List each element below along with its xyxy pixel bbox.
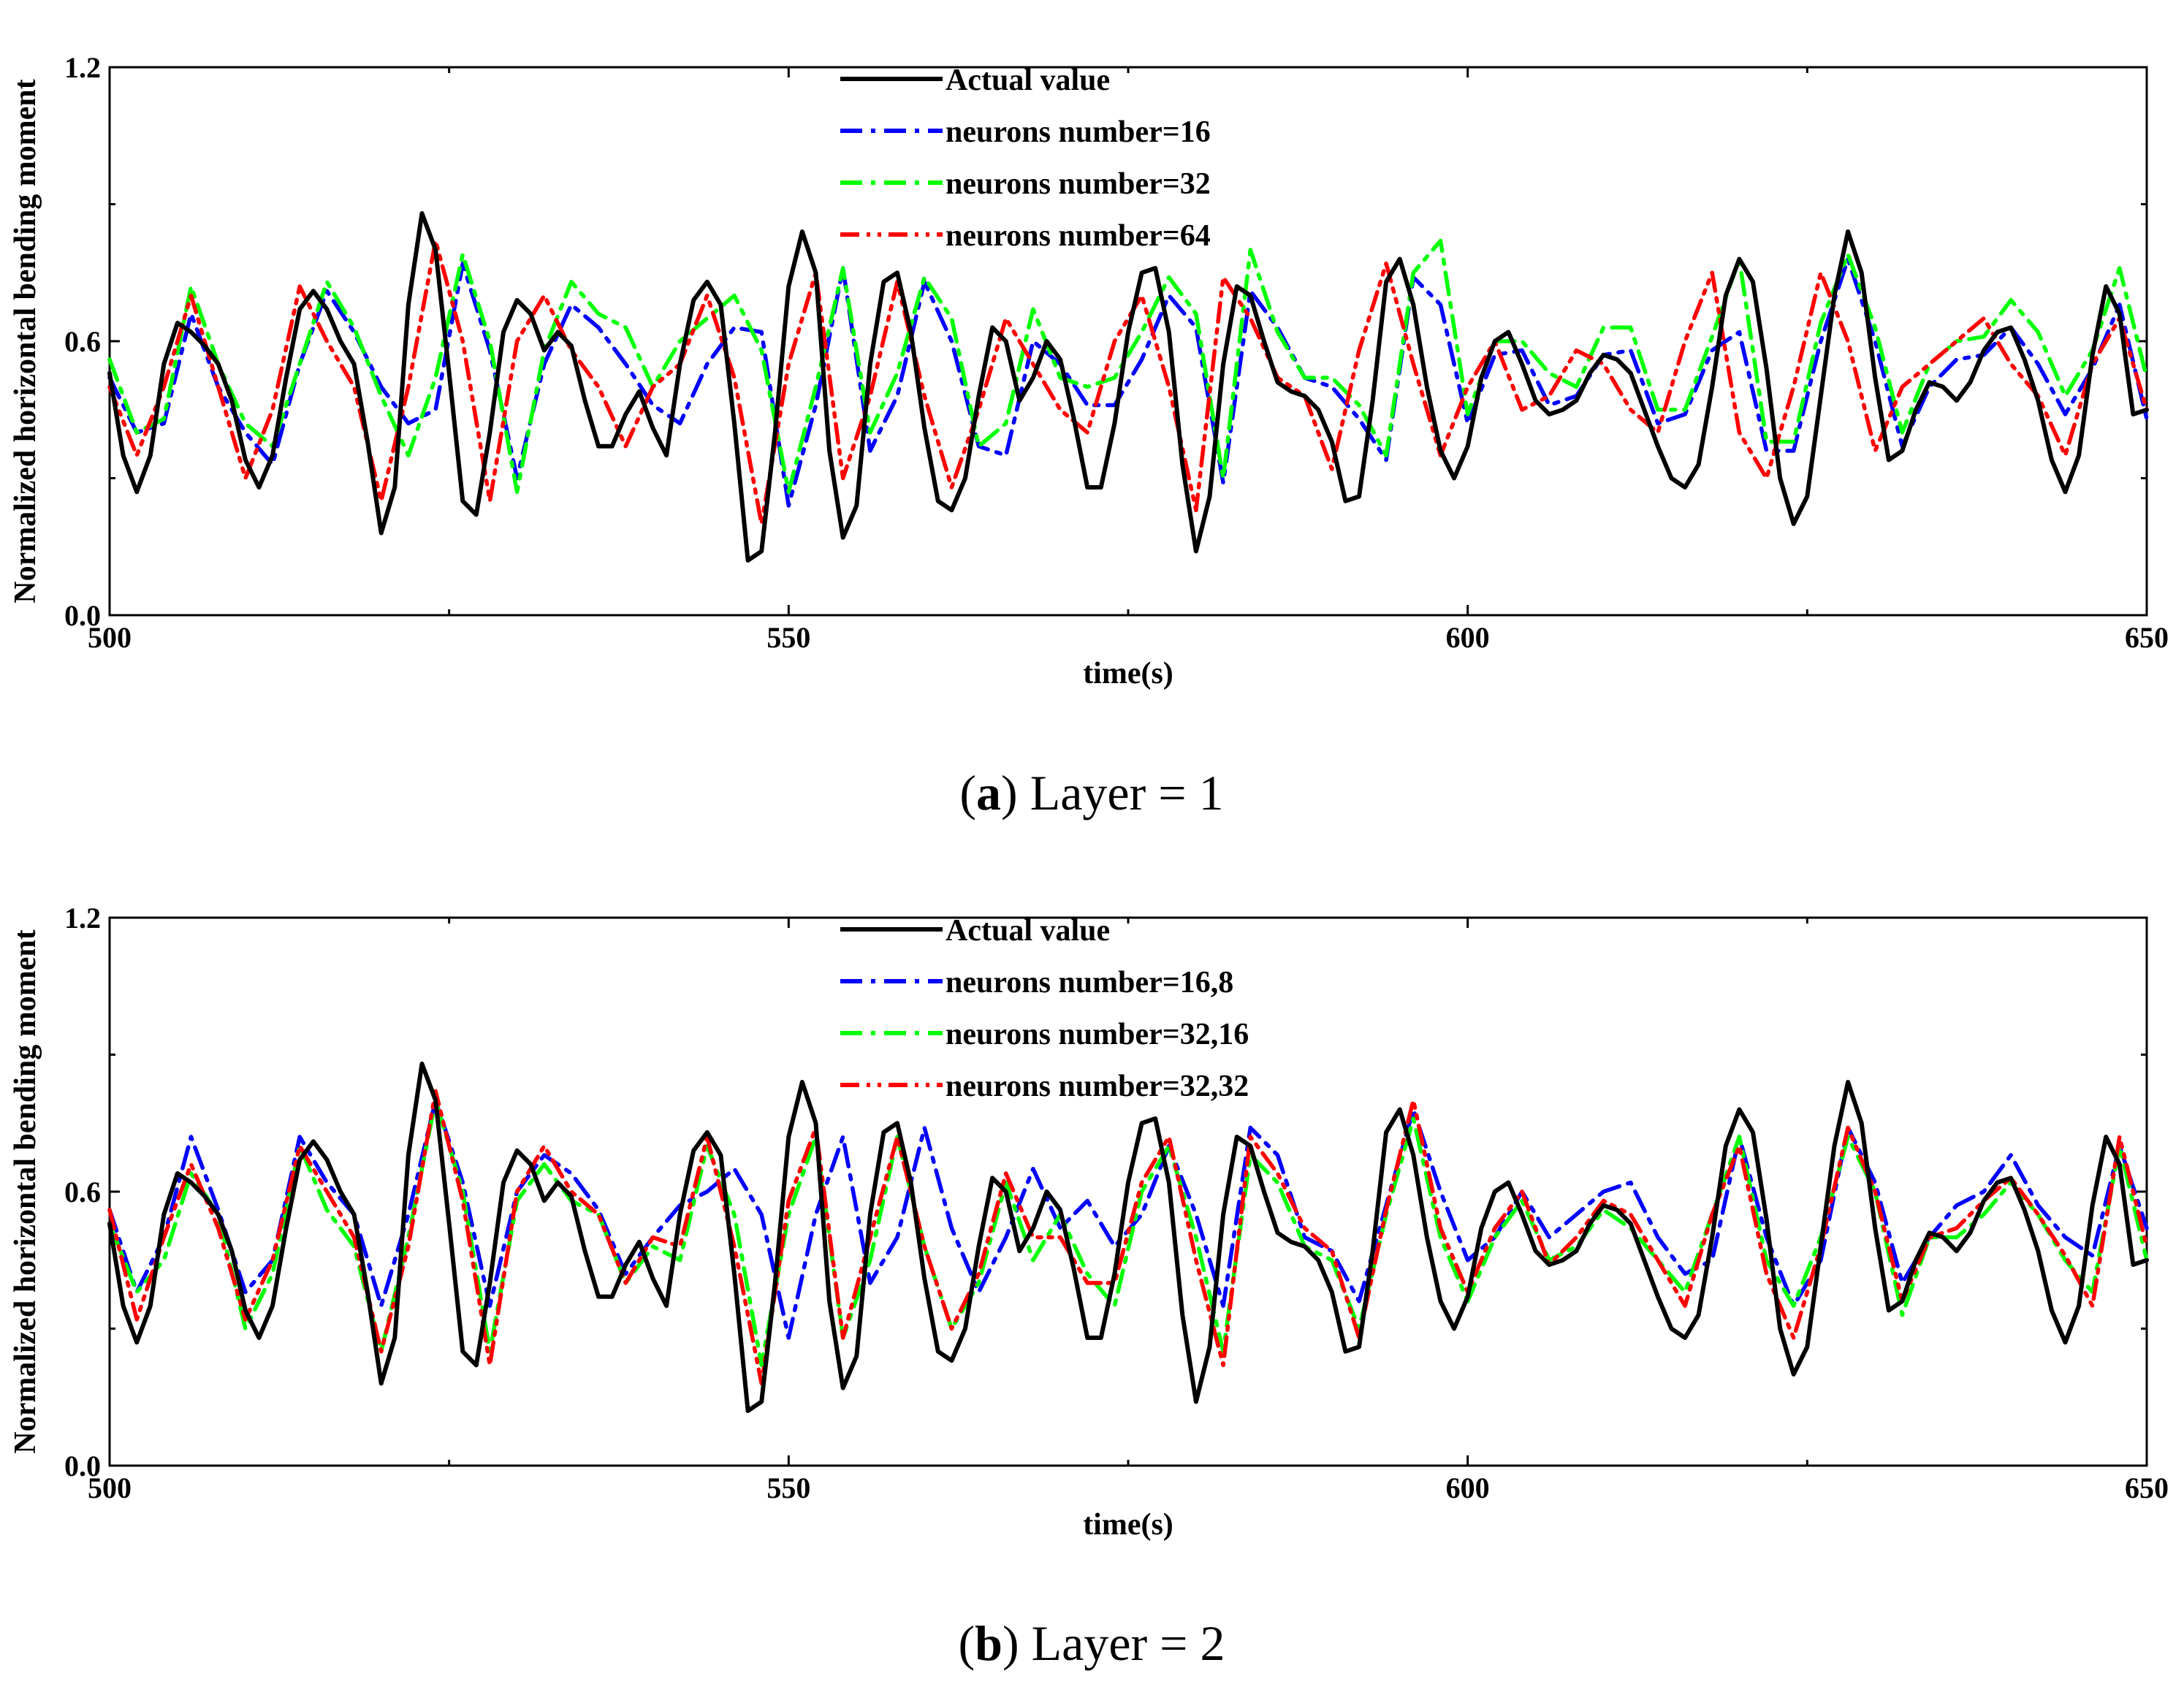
y-tick-label: 0.6 xyxy=(64,1176,101,1208)
panel-caption: (a) Layer = 1 xyxy=(959,765,1223,820)
caption-text: Layer = 2 xyxy=(1032,1615,1225,1671)
series-line xyxy=(107,256,2149,508)
series-line xyxy=(107,1062,2149,1413)
x-tick-label: 650 xyxy=(2125,621,2169,654)
y-tick-label: 0.0 xyxy=(64,1450,101,1482)
tick-labels: 500 550 600 650 0.0 0.6 1.2 xyxy=(64,51,2169,654)
chart-panel-b: 500 550 600 650 0.0 0.6 1.2 time(s) Normalized… xyxy=(9,902,2169,1671)
caption-open-paren: ( xyxy=(958,1615,975,1671)
caption-letter: a xyxy=(976,765,1001,820)
y-tick-label: 0.0 xyxy=(64,599,101,632)
caption-open-paren: ( xyxy=(959,765,976,820)
caption-close-paren: ) xyxy=(1001,765,1030,820)
y-tick-label: 1.2 xyxy=(64,51,101,84)
legend-label: neurons number=32,32 xyxy=(945,1070,1249,1103)
legend: Actual value neurons number=16,8 neurons n… xyxy=(840,914,1249,1103)
chart-panel-a: 500 550 600 650 0.0 0.6 1.2 time(s) Normalized… xyxy=(9,51,2169,820)
series-lines xyxy=(107,211,2149,563)
series-line xyxy=(107,1098,2149,1368)
legend-label: Actual value xyxy=(945,64,1110,97)
tick-marks xyxy=(108,916,2148,1467)
series-lines xyxy=(107,1062,2149,1413)
tick-marks xyxy=(108,66,2148,617)
y-axis-label: Normalized horizontal bending moment xyxy=(9,929,42,1453)
legend-label: neurons number=64 xyxy=(945,219,1211,253)
y-axis-label: Normalized horizontal bending moment xyxy=(9,79,42,603)
x-tick-label: 550 xyxy=(766,1471,810,1504)
legend-label: Actual value xyxy=(945,914,1110,948)
x-tick-label: 600 xyxy=(1446,621,1490,654)
legend-label: neurons number=32,16 xyxy=(945,1018,1249,1051)
legend-label: neurons number=32 xyxy=(945,167,1211,201)
series-line xyxy=(107,211,2149,563)
legend-label: neurons number=16,8 xyxy=(945,966,1233,999)
y-tick-label: 0.6 xyxy=(64,325,101,358)
series-line xyxy=(107,238,2149,526)
x-axis-label: time(s) xyxy=(1083,657,1173,690)
x-tick-label: 650 xyxy=(2125,1471,2169,1504)
caption-text: Layer = 1 xyxy=(1030,765,1224,820)
caption-letter: b xyxy=(975,1615,1002,1671)
x-tick-label: 500 xyxy=(88,621,132,654)
series-line xyxy=(107,238,2149,495)
panel-caption: (b) Layer = 2 xyxy=(958,1615,1225,1671)
series-line xyxy=(107,1089,2149,1386)
x-tick-label: 600 xyxy=(1446,1471,1490,1504)
x-tick-label: 550 xyxy=(766,621,810,654)
x-axis-label: time(s) xyxy=(1083,1508,1173,1542)
y-tick-label: 1.2 xyxy=(64,902,101,934)
x-tick-label: 500 xyxy=(88,1471,132,1504)
legend-label: neurons number=16 xyxy=(945,115,1211,149)
legend: Actual value neurons number=16 neurons num… xyxy=(840,64,1211,253)
tick-labels: 500 550 600 650 0.0 0.6 1.2 xyxy=(64,902,2169,1504)
caption-close-paren: ) xyxy=(1002,1615,1032,1671)
